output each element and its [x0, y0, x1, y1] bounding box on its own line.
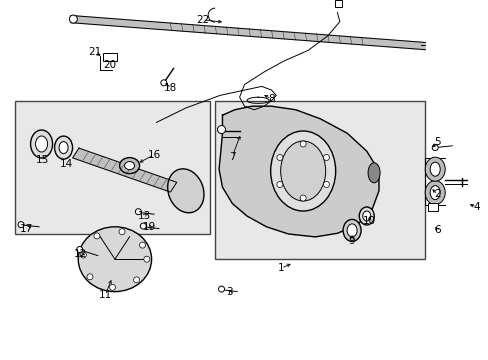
Ellipse shape	[36, 136, 47, 152]
Bar	[102, 53, 117, 61]
Ellipse shape	[270, 131, 335, 211]
Text: 16: 16	[147, 150, 161, 160]
Ellipse shape	[346, 224, 356, 237]
Circle shape	[80, 252, 86, 258]
Text: 10: 10	[362, 216, 375, 226]
Text: 22: 22	[196, 15, 209, 25]
Circle shape	[300, 195, 305, 201]
Circle shape	[18, 222, 24, 228]
Circle shape	[431, 145, 437, 150]
Bar	[334, 0, 341, 7]
Text: 6: 6	[433, 225, 440, 235]
Circle shape	[218, 286, 224, 292]
Text: 2: 2	[433, 189, 440, 199]
Text: 19: 19	[142, 222, 156, 232]
Text: 8: 8	[267, 94, 274, 104]
Bar	[215, 101, 425, 259]
Polygon shape	[219, 106, 378, 237]
Circle shape	[276, 181, 283, 188]
Text: 7: 7	[228, 152, 235, 162]
Bar	[15, 101, 210, 234]
Circle shape	[69, 15, 77, 23]
Text: 20: 20	[103, 60, 116, 70]
Ellipse shape	[429, 186, 439, 199]
Text: 13: 13	[137, 211, 151, 221]
Circle shape	[140, 223, 146, 229]
Bar	[427, 203, 437, 211]
Circle shape	[139, 242, 145, 248]
Circle shape	[87, 274, 93, 280]
Circle shape	[217, 126, 225, 134]
Text: 5: 5	[433, 137, 440, 147]
Text: 18: 18	[163, 83, 177, 93]
Ellipse shape	[124, 162, 134, 170]
Ellipse shape	[59, 141, 68, 154]
Ellipse shape	[31, 130, 52, 158]
Ellipse shape	[55, 136, 72, 159]
Text: 1: 1	[277, 263, 284, 273]
Text: 12: 12	[74, 249, 87, 259]
Text: 3: 3	[226, 287, 233, 297]
Text: 9: 9	[348, 236, 355, 246]
Text: 4: 4	[472, 202, 479, 212]
Ellipse shape	[120, 158, 139, 174]
Circle shape	[323, 181, 329, 188]
Circle shape	[109, 284, 115, 290]
Circle shape	[323, 154, 329, 161]
Ellipse shape	[167, 169, 203, 213]
Circle shape	[119, 229, 125, 235]
Ellipse shape	[429, 162, 439, 176]
Circle shape	[94, 233, 100, 239]
Text: 15: 15	[36, 155, 49, 165]
Ellipse shape	[425, 181, 444, 204]
Ellipse shape	[359, 207, 373, 225]
Circle shape	[133, 277, 140, 283]
Text: 11: 11	[98, 290, 112, 300]
Ellipse shape	[362, 211, 370, 221]
Ellipse shape	[78, 227, 151, 292]
Ellipse shape	[367, 163, 379, 183]
Polygon shape	[73, 148, 176, 192]
Circle shape	[77, 247, 82, 252]
Circle shape	[276, 154, 283, 161]
Text: 21: 21	[88, 47, 102, 57]
Circle shape	[300, 141, 305, 147]
Circle shape	[143, 256, 149, 262]
Circle shape	[135, 209, 141, 215]
Text: 17: 17	[20, 224, 34, 234]
Circle shape	[161, 80, 166, 86]
Text: 14: 14	[59, 159, 73, 169]
Ellipse shape	[425, 157, 444, 181]
Polygon shape	[71, 15, 425, 50]
Ellipse shape	[280, 141, 325, 201]
Ellipse shape	[343, 219, 360, 242]
